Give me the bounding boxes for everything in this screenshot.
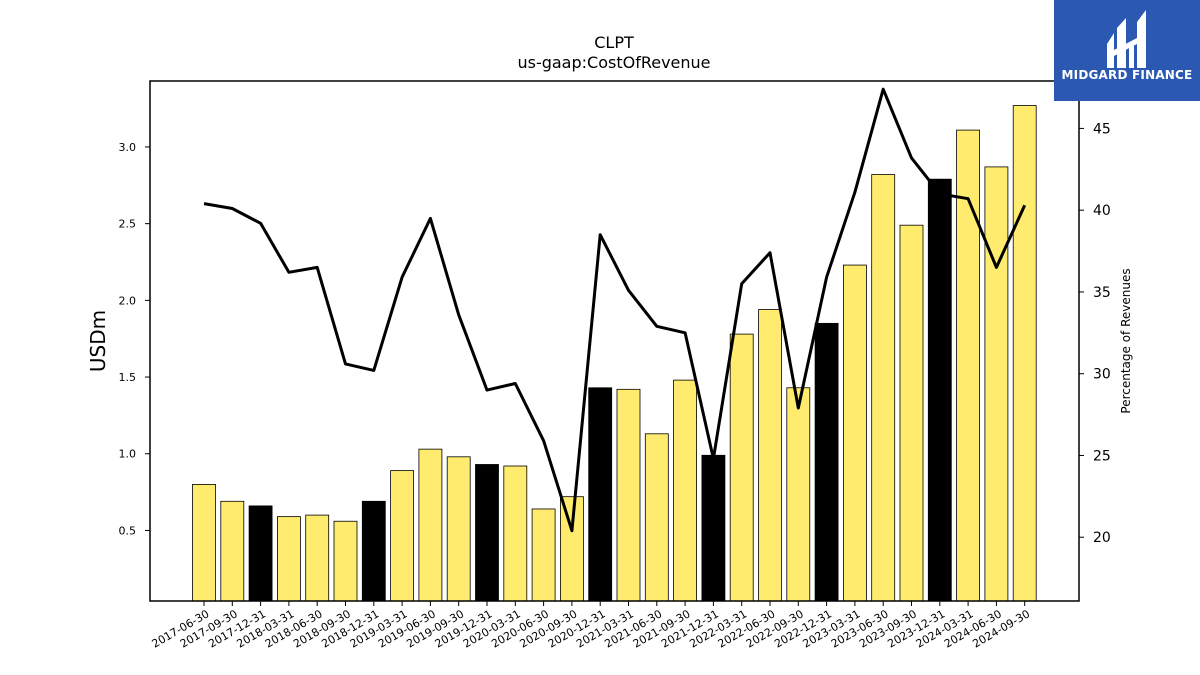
percentage-line: [203, 87, 1027, 533]
bar-2024-09-30: [1012, 105, 1037, 602]
chart-subtitle: us-gaap:CostOfRevenue: [517, 53, 710, 72]
bar-2022-06-30: [758, 309, 782, 602]
y-tick-label: 3.0: [119, 141, 137, 154]
bar-2019-03-31: [390, 470, 415, 602]
bar-2017-09-30: [220, 500, 245, 602]
y2-tick-label: 45: [1093, 121, 1111, 137]
bar-2021-06-30: [644, 433, 669, 602]
bar-2018-03-31: [276, 516, 301, 602]
chart-title: CLPT: [594, 33, 634, 52]
y-tick-label: 0.5: [119, 524, 137, 537]
bar-2024-06-30: [984, 166, 1009, 602]
y2-tick-label: 40: [1093, 203, 1111, 219]
logo-mark-icon: [1107, 10, 1146, 68]
bar-2019-06-30: [418, 448, 443, 602]
bar-2022-09-30: [786, 387, 811, 602]
bar-2017-06-30: [192, 484, 216, 602]
y2-tick-label: 20: [1093, 530, 1111, 546]
bar-2021-03-31: [616, 388, 641, 602]
y2-tick-label: 30: [1093, 367, 1111, 383]
bar-2023-03-31: [843, 264, 867, 602]
bar-2023-06-30: [871, 174, 896, 602]
y-tick-label: 2.0: [119, 294, 137, 307]
bar-2020-09-30: [560, 496, 584, 602]
plot-frame: [149, 80, 1080, 602]
y-axis-label: USDm: [86, 310, 110, 372]
y2-axis-label: Percentage of Revenues: [1119, 268, 1133, 413]
y-tick-label: 1.0: [119, 448, 137, 461]
bar-2018-06-30: [305, 514, 330, 602]
midgard-finance-logo: MIDGARD FINANCE: [1054, 0, 1200, 101]
y-axis: 0.5 1.0 1.5 2.0 2.5 3.0: [119, 141, 150, 537]
bar-2023-12-31: [927, 178, 952, 602]
bar-2021-09-30: [673, 379, 697, 602]
bar-2021-12-31: [701, 454, 726, 602]
bar-2018-09-30: [333, 520, 358, 602]
bar-2019-09-30: [446, 456, 471, 602]
bar-2020-03-31: [503, 465, 528, 602]
y-tick-label: 1.5: [119, 371, 137, 384]
bars-layer: [192, 105, 1037, 602]
y2-tick-label: 35: [1093, 285, 1111, 301]
bar-2019-12-31: [475, 464, 499, 602]
line-layer: [203, 87, 1027, 533]
bar-2023-09-30: [899, 224, 924, 602]
bar-2020-12-31: [588, 387, 613, 602]
y2-tick-label: 25: [1093, 448, 1111, 464]
logo-text: MIDGARD FINANCE: [1061, 68, 1193, 82]
bar-2017-12-31: [248, 505, 273, 602]
y-tick-label: 2.5: [119, 218, 137, 231]
bar-2022-12-31: [814, 322, 839, 602]
y2-axis: 20 25 30 35 40 45: [1079, 121, 1111, 546]
bar-2020-06-30: [531, 508, 556, 602]
x-axis: 2017-06-302017-09-302017-12-312018-03-31…: [150, 601, 1032, 651]
bar-2018-12-31: [361, 500, 386, 602]
bar-2022-03-31: [729, 333, 754, 602]
